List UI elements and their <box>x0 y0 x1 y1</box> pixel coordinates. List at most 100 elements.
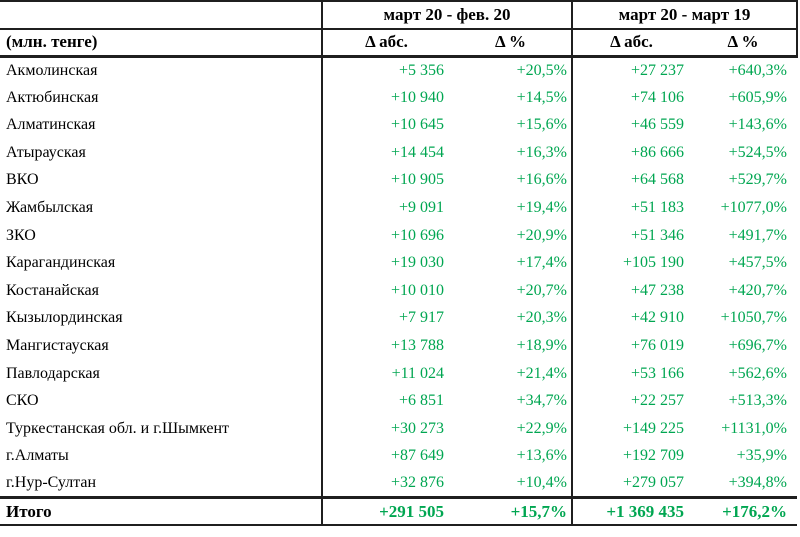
yoy-pct-cell: +1131,0% <box>721 419 788 437</box>
region-cell: Алматинская <box>6 116 96 134</box>
mom-abs-cell: +11 024 <box>321 359 450 388</box>
yoy-abs-cell: +76 019 <box>571 332 691 360</box>
total-label: Итого <box>0 496 322 527</box>
region-cell: ЗКО <box>6 226 36 244</box>
mom-pct-cell: +20,9% <box>516 226 568 244</box>
table-row: Актюбинская +10 940 +14,5% +74 106 +605,9% <box>0 83 797 112</box>
mom-pct-cell: +17,4% <box>516 254 568 272</box>
table-row: Карагандинская +19 030 +17,4% +105 190 +457,… <box>0 249 797 277</box>
mom-abs-cell: +13 788 <box>321 332 450 360</box>
col-header-mom-abs: Δ абс. <box>321 28 450 58</box>
region-cell: Актюбинская <box>6 88 99 106</box>
yoy-abs-cell: +53 166 <box>571 359 691 388</box>
region-cell: г.Нур-Султан <box>6 474 97 492</box>
yoy-pct-cell: +605,9% <box>728 88 788 106</box>
mom-pct-cell: +13,6% <box>516 447 568 465</box>
mom-abs-cell: +10 696 <box>321 221 450 250</box>
yoy-abs-cell: +74 106 <box>571 83 691 112</box>
yoy-pct-cell: +640,3% <box>728 61 788 79</box>
mom-abs-cell: +19 030 <box>321 249 450 277</box>
table-row: ВКО +10 905 +16,6% +64 568 +529,7% <box>0 166 797 195</box>
region-cell: Костанайская <box>6 281 99 299</box>
yoy-pct-cell: +457,5% <box>728 254 788 272</box>
region-cell: ВКО <box>6 171 39 189</box>
table-row: ЗКО +10 696 +20,9% +51 346 +491,7% <box>0 221 797 250</box>
mom-abs-cell: +87 649 <box>321 442 450 471</box>
yoy-abs-cell: +64 568 <box>571 166 691 195</box>
mom-abs-cell: +7 917 <box>321 304 450 333</box>
region-cell: СКО <box>6 392 39 410</box>
yoy-abs-cell: +51 183 <box>571 194 691 222</box>
yoy-pct-cell: +529,7% <box>728 171 788 189</box>
group-header-row: март 20 - фев. 20 март 20 - март 19 <box>0 0 799 30</box>
yoy-pct-cell: +696,7% <box>728 336 788 354</box>
table-row: Алматинская +10 645 +15,6% +46 559 +143,6% <box>0 111 797 139</box>
mom-abs-cell: +9 091 <box>321 194 450 222</box>
mom-pct-cell: +14,5% <box>516 88 568 106</box>
mom-abs-cell: +10 905 <box>321 166 450 195</box>
yoy-abs-cell: +86 666 <box>571 138 691 167</box>
yoy-pct-cell: +420,7% <box>728 281 788 299</box>
yoy-abs-cell: +279 057 <box>571 470 691 498</box>
col-header-mom-pct: Δ % <box>450 28 573 58</box>
mom-abs-cell: +5 356 <box>321 56 450 84</box>
corner-cell <box>0 0 322 30</box>
mom-abs-cell: +10 010 <box>321 276 450 305</box>
sub-header-row: (млн. тенге) Δ абс. Δ % Δ абс. Δ % <box>0 28 799 58</box>
region-cell: Жамбылская <box>6 198 94 216</box>
mom-abs-cell: +6 851 <box>321 387 450 415</box>
region-cell: Туркестанская обл. и г.Шымкент <box>6 419 229 437</box>
yoy-abs-cell: +27 237 <box>571 56 691 84</box>
table-row: Павлодарская +11 024 +21,4% +53 166 +562,6% <box>0 359 797 388</box>
yoy-abs-cell: +42 910 <box>571 304 691 333</box>
region-cell: Кызылординская <box>6 309 123 327</box>
yoy-pct-cell: +513,3% <box>728 392 788 410</box>
yoy-pct-cell: +524,5% <box>728 143 788 161</box>
yoy-abs-cell: +51 346 <box>571 221 691 250</box>
total-mom-pct-cell: +15,7% <box>450 496 573 527</box>
yoy-abs-cell: +192 709 <box>571 442 691 471</box>
mom-abs-cell: +14 454 <box>321 138 450 167</box>
mom-pct-cell: +20,3% <box>516 309 568 327</box>
table-row: Туркестанская обл. и г.Шымкент +30 273 +22… <box>0 414 797 443</box>
region-cell: Павлодарская <box>6 364 100 382</box>
table-row: Мангистауская +13 788 +18,9% +76 019 +696,7% <box>0 332 797 360</box>
col-header-yoy-pct: Δ % <box>690 28 799 58</box>
yoy-pct-cell: +1077,0% <box>720 198 788 216</box>
mom-pct-cell: +21,4% <box>516 364 568 382</box>
yoy-pct-cell: +143,6% <box>728 116 788 134</box>
mom-abs-cell: +10 645 <box>321 111 450 139</box>
yoy-pct-cell: +1050,7% <box>720 309 788 327</box>
mom-abs-cell: +30 273 <box>321 414 450 443</box>
yoy-abs-cell: +149 225 <box>571 414 691 443</box>
yoy-abs-cell: +105 190 <box>571 249 691 277</box>
total-row: Итого +291 505 +15,7% +1 369 435 +176,2% <box>0 496 798 527</box>
mom-pct-cell: +15,6% <box>516 116 568 134</box>
yoy-pct-cell: +491,7% <box>728 226 788 244</box>
table-row: Костанайская +10 010 +20,7% +47 238 +420,7% <box>0 276 797 305</box>
yoy-abs-cell: +22 257 <box>571 387 691 415</box>
mom-pct-cell: +16,6% <box>516 171 568 189</box>
yoy-pct-cell: +394,8% <box>728 474 788 492</box>
mom-pct-cell: +10,4% <box>516 474 568 492</box>
table-row: Атырауская +14 454 +16,3% +86 666 +524,5% <box>0 138 797 167</box>
yoy-abs-cell: +47 238 <box>571 276 691 305</box>
total-yoy-abs-cell: +1 369 435 <box>571 496 691 527</box>
table-row: Кызылординская +7 917 +20,3% +42 910 +1050,7… <box>0 304 797 333</box>
unit-label: (млн. тенге) <box>0 28 322 58</box>
region-cell: Мангистауская <box>6 336 109 354</box>
table-row: г.Алматы +87 649 +13,6% +192 709 +35,9% <box>0 442 797 471</box>
mom-pct-cell: +22,9% <box>516 419 568 437</box>
mom-pct-cell: +19,4% <box>516 198 568 216</box>
table-row: Жамбылская +9 091 +19,4% +51 183 +1077,0% <box>0 194 797 222</box>
mom-pct-cell: +16,3% <box>516 143 568 161</box>
col-header-yoy-abs: Δ абс. <box>571 28 691 58</box>
mom-abs-cell: +32 876 <box>321 470 450 498</box>
region-cell: Карагандинская <box>6 254 116 272</box>
total-mom-abs-cell: +291 505 <box>321 496 450 527</box>
table-row: СКО +6 851 +34,7% +22 257 +513,3% <box>0 387 797 415</box>
group-header-yoy: март 20 - март 19 <box>571 0 799 30</box>
group-header-mom: март 20 - фев. 20 <box>320 0 573 30</box>
region-cell: Акмолинская <box>6 61 98 79</box>
